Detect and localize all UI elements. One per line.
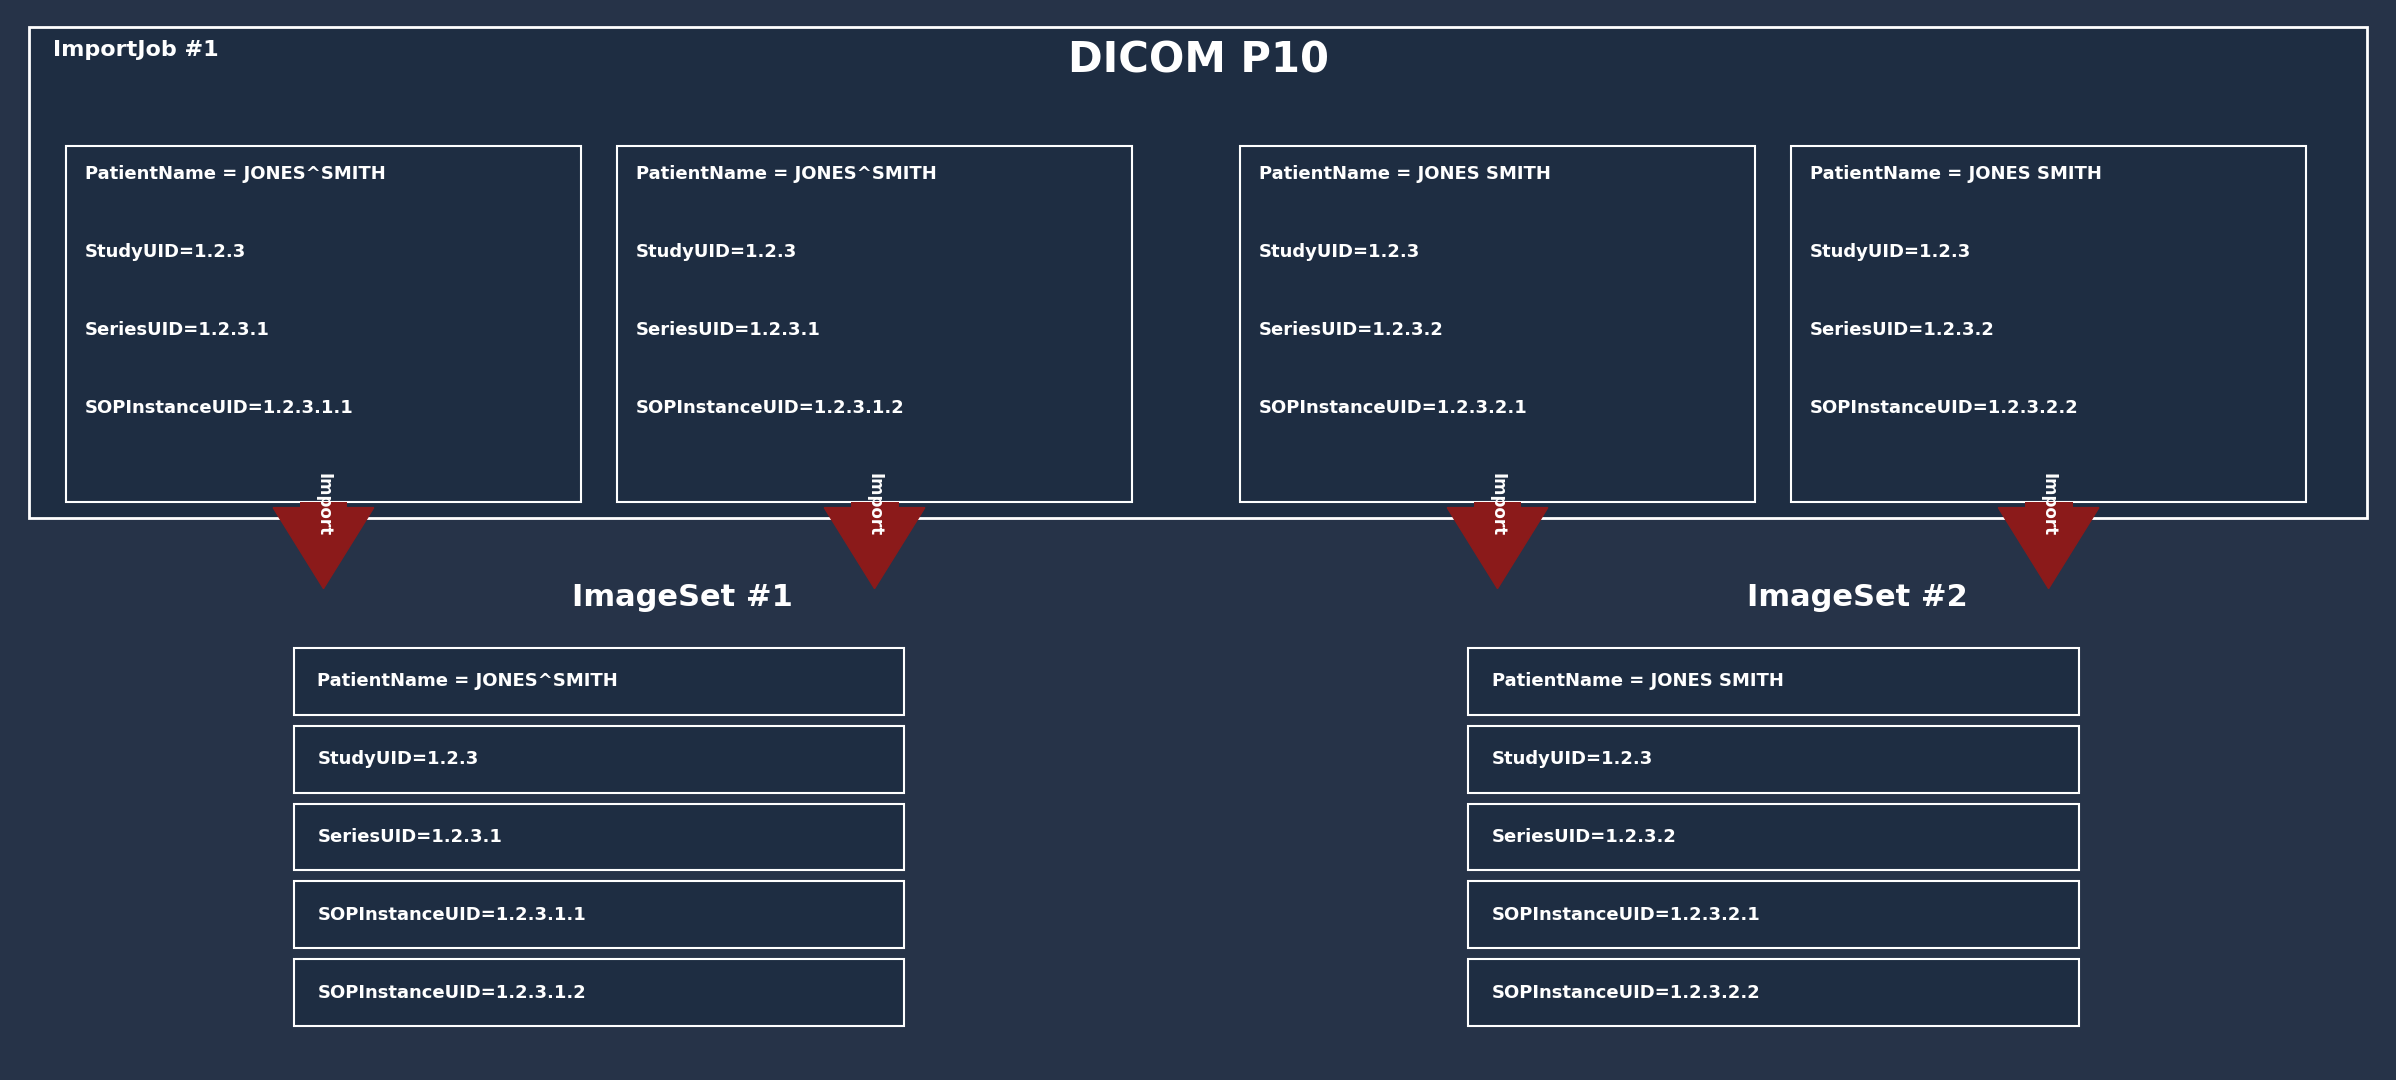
Text: SeriesUID=1.2.3.2: SeriesUID=1.2.3.2: [1493, 828, 1677, 846]
FancyBboxPatch shape: [1466, 881, 2080, 948]
Text: PatientName = JONES^SMITH: PatientName = JONES^SMITH: [637, 165, 937, 184]
FancyBboxPatch shape: [1241, 146, 1754, 502]
FancyBboxPatch shape: [292, 804, 906, 870]
FancyBboxPatch shape: [1474, 502, 1521, 508]
Text: StudyUID=1.2.3: StudyUID=1.2.3: [316, 751, 479, 768]
Text: StudyUID=1.2.3: StudyUID=1.2.3: [1260, 243, 1421, 261]
Text: StudyUID=1.2.3: StudyUID=1.2.3: [637, 243, 798, 261]
FancyBboxPatch shape: [1790, 146, 2305, 502]
Polygon shape: [1447, 508, 1548, 589]
FancyBboxPatch shape: [292, 726, 906, 793]
Text: ImageSet #2: ImageSet #2: [1747, 583, 1967, 612]
Text: Import: Import: [865, 473, 884, 537]
Text: SOPInstanceUID=1.2.3.2.1: SOPInstanceUID=1.2.3.2.1: [1493, 906, 1761, 923]
Text: SOPInstanceUID=1.2.3.1.1: SOPInstanceUID=1.2.3.1.1: [316, 906, 587, 923]
Text: SOPInstanceUID=1.2.3.2.2: SOPInstanceUID=1.2.3.2.2: [1811, 399, 2080, 417]
Text: PatientName = JONES^SMITH: PatientName = JONES^SMITH: [86, 165, 386, 184]
Text: StudyUID=1.2.3: StudyUID=1.2.3: [1493, 751, 1653, 768]
Text: SeriesUID=1.2.3.1: SeriesUID=1.2.3.1: [86, 321, 271, 339]
Text: SeriesUID=1.2.3.1: SeriesUID=1.2.3.1: [316, 828, 503, 846]
Text: ImportJob #1: ImportJob #1: [53, 40, 218, 60]
Polygon shape: [273, 508, 374, 589]
Text: SeriesUID=1.2.3.1: SeriesUID=1.2.3.1: [637, 321, 822, 339]
FancyBboxPatch shape: [292, 648, 906, 715]
Text: PatientName = JONES SMITH: PatientName = JONES SMITH: [1260, 165, 1550, 184]
Text: SeriesUID=1.2.3.2: SeriesUID=1.2.3.2: [1811, 321, 1996, 339]
Text: StudyUID=1.2.3: StudyUID=1.2.3: [1811, 243, 1972, 261]
Text: SOPInstanceUID=1.2.3.1.2: SOPInstanceUID=1.2.3.1.2: [637, 399, 906, 417]
Text: Import: Import: [314, 473, 333, 537]
Text: SOPInstanceUID=1.2.3.2.1: SOPInstanceUID=1.2.3.2.1: [1260, 399, 1529, 417]
Text: ImageSet #1: ImageSet #1: [573, 583, 793, 612]
Text: SOPInstanceUID=1.2.3.1.1: SOPInstanceUID=1.2.3.1.1: [86, 399, 355, 417]
FancyBboxPatch shape: [2025, 502, 2073, 508]
FancyBboxPatch shape: [29, 27, 2367, 518]
Text: PatientName = JONES^SMITH: PatientName = JONES^SMITH: [316, 673, 618, 690]
FancyBboxPatch shape: [851, 502, 898, 508]
FancyBboxPatch shape: [1466, 726, 2080, 793]
Text: StudyUID=1.2.3: StudyUID=1.2.3: [86, 243, 247, 261]
FancyBboxPatch shape: [1466, 648, 2080, 715]
Text: Import: Import: [1488, 473, 1507, 537]
Text: SeriesUID=1.2.3.2: SeriesUID=1.2.3.2: [1260, 321, 1445, 339]
FancyBboxPatch shape: [618, 146, 1133, 502]
Text: DICOM P10: DICOM P10: [1069, 40, 1327, 82]
Text: SOPInstanceUID=1.2.3.1.2: SOPInstanceUID=1.2.3.1.2: [316, 984, 587, 1001]
Text: Import: Import: [2039, 473, 2058, 537]
Polygon shape: [824, 508, 925, 589]
Text: PatientName = JONES SMITH: PatientName = JONES SMITH: [1493, 673, 1783, 690]
FancyBboxPatch shape: [300, 502, 347, 508]
FancyBboxPatch shape: [292, 881, 906, 948]
FancyBboxPatch shape: [1466, 804, 2080, 870]
Polygon shape: [1998, 508, 2099, 589]
FancyBboxPatch shape: [292, 959, 906, 1026]
Text: SOPInstanceUID=1.2.3.2.2: SOPInstanceUID=1.2.3.2.2: [1493, 984, 1761, 1001]
FancyBboxPatch shape: [1466, 959, 2080, 1026]
FancyBboxPatch shape: [67, 146, 580, 502]
Text: PatientName = JONES SMITH: PatientName = JONES SMITH: [1811, 165, 2101, 184]
